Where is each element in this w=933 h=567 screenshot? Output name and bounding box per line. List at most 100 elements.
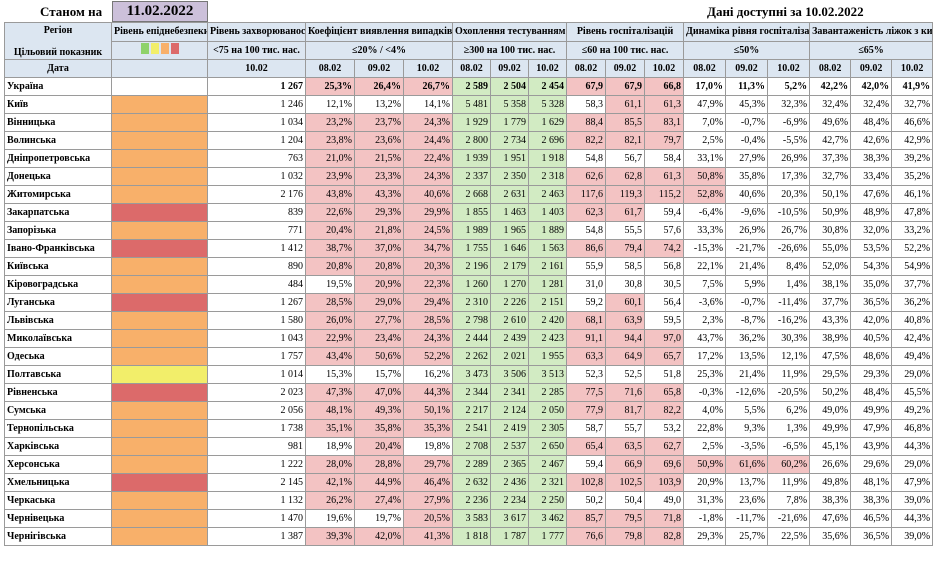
testing-header: Охоплення тестуванням — [451, 22, 568, 42]
oxy-value: 29,5% — [809, 365, 852, 384]
table-row: Сумська 2 056 48,1% 49,3% 50,1% 2 217 2 124 2 0… — [4, 401, 933, 420]
dyn-value: -6,9% — [767, 113, 811, 132]
target-label: Цільовий показник — [13, 46, 103, 58]
dyn-value: -21,7% — [725, 239, 769, 258]
hosp-value: 67,9 — [605, 77, 646, 96]
hosp-value: 58,4 — [644, 149, 685, 168]
dyn-value: -0,7% — [725, 113, 769, 132]
table-row: Львівська 1 580 26,0% 27,7% 28,5% 2 798 2 610 2… — [4, 311, 933, 330]
hosp-value: 82,2 — [566, 131, 607, 150]
testing-value: 2 504 — [490, 77, 529, 96]
region-header: Регіон — [43, 24, 73, 36]
coef-value: 20,4% — [354, 437, 404, 456]
risk-date-cell — [111, 59, 208, 78]
title-bar: Станом на 11.02.2022 Дані доступні за 10… — [0, 0, 933, 22]
incidence-value: 1 204 — [207, 131, 306, 150]
testing-value: 1 403 — [527, 203, 568, 222]
dyn-value: 26,9% — [767, 149, 811, 168]
oxy-target: ≤65% — [809, 40, 933, 60]
region-name: Донецька — [4, 167, 112, 186]
oxy-value: 52,2% — [891, 239, 933, 258]
hosp-value: 52,5 — [605, 365, 646, 384]
oxy-value: 38,3% — [850, 149, 893, 168]
coef-value: 28,0% — [305, 455, 355, 474]
coef-value: 37,0% — [354, 239, 404, 258]
hosp-value: 55,5 — [605, 221, 646, 240]
dyn-value: 40,6% — [725, 185, 769, 204]
region-rows: Україна 1 267 25,3% 26,4% 26,7% 2 589 2 504 2 4… — [4, 77, 933, 546]
risk-level-cell — [111, 527, 208, 546]
testing-value: 5 358 — [490, 95, 529, 114]
oxy-value: 42,0% — [850, 77, 893, 96]
coef-value: 18,9% — [305, 437, 355, 456]
coef-value: 12,1% — [305, 95, 355, 114]
risk-level-cell — [111, 257, 208, 276]
oxy-value: 43,3% — [809, 311, 852, 330]
testing-value: 1 855 — [452, 203, 491, 222]
oxy-value: 37,7% — [891, 275, 933, 294]
coef-value: 24,4% — [403, 131, 453, 150]
region-name: Рівненська — [4, 383, 112, 402]
incidence-value: 763 — [207, 149, 306, 168]
dyn-value: 20,9% — [683, 473, 727, 492]
oxy-value: 45,1% — [809, 437, 852, 456]
hosp-value: 115,2 — [644, 185, 685, 204]
date-col: 08.02 — [683, 59, 727, 78]
testing-value: 2 217 — [452, 401, 491, 420]
dyn-value: 7,8% — [767, 491, 811, 510]
dyn-value: 2,5% — [683, 131, 727, 150]
testing-value: 2 250 — [527, 491, 568, 510]
incidence-value: 2 056 — [207, 401, 306, 420]
table-row: Полтавська 1 014 15,3% 15,7% 16,2% 3 473 3 506… — [4, 365, 933, 384]
testing-value: 2 632 — [452, 473, 491, 492]
date-header: Дата — [4, 59, 112, 78]
hosp-value: 79,4 — [605, 239, 646, 258]
dyn-value: 2,3% — [683, 311, 727, 330]
oxy-value: 33,2% — [891, 221, 933, 240]
coef-value: 26,7% — [403, 77, 453, 96]
coef-header: Коефіцієнт виявлення випадків інфікуванн… — [305, 22, 453, 42]
risk-level-cell — [111, 77, 208, 96]
coef-value: 34,7% — [403, 239, 453, 258]
coef-value: 27,9% — [403, 491, 453, 510]
testing-value: 2 050 — [527, 401, 568, 420]
hosp-value: 88,4 — [566, 113, 607, 132]
incidence-value: 1 738 — [207, 419, 306, 438]
dyn-value: 43,7% — [683, 329, 727, 348]
table-row: Волинська 1 204 23,8% 23,6% 24,4% 2 800 2 734 2… — [4, 131, 933, 150]
coef-value: 46,4% — [403, 473, 453, 492]
hosp-value: 50,4 — [605, 491, 646, 510]
testing-value: 1 646 — [490, 239, 529, 258]
region-name: Сумська — [4, 401, 112, 420]
incidence-value: 1 412 — [207, 239, 306, 258]
coef-value: 27,7% — [354, 311, 404, 330]
hosp-value: 79,7 — [644, 131, 685, 150]
oxy-value: 49,9% — [809, 419, 852, 438]
hosp-value: 58,3 — [566, 95, 607, 114]
testing-value: 1 787 — [490, 527, 529, 546]
testing-value: 2 444 — [452, 329, 491, 348]
coef-value: 23,2% — [305, 113, 355, 132]
table-row: Одеська 1 757 43,4% 50,6% 52,2% 2 262 2 021 1 9… — [4, 347, 933, 366]
coef-value: 25,3% — [305, 77, 355, 96]
oxy-value: 32,7% — [891, 95, 933, 114]
dyn-value: 6,2% — [767, 401, 811, 420]
coef-value: 26,0% — [305, 311, 355, 330]
testing-value: 2 798 — [452, 311, 491, 330]
hosp-value: 79,5 — [605, 509, 646, 528]
oxy-value: 41,9% — [891, 77, 933, 96]
legend-green-swatch — [140, 43, 149, 55]
coef-value: 23,4% — [354, 329, 404, 348]
testing-value: 2 344 — [452, 383, 491, 402]
region-name: Запорізька — [4, 221, 112, 240]
dyn-value: 50,8% — [683, 167, 727, 186]
table-row: Україна 1 267 25,3% 26,4% 26,7% 2 589 2 504 2 4… — [4, 77, 933, 96]
testing-value: 2 350 — [490, 167, 529, 186]
oxy-value: 47,8% — [891, 203, 933, 222]
hosp-value: 56,4 — [644, 293, 685, 312]
dyn-value: -0,3% — [683, 383, 727, 402]
testing-value: 1 755 — [452, 239, 491, 258]
table-row: Чернігівська 1 387 39,3% 42,0% 41,3% 1 818 1 7… — [4, 527, 933, 546]
region-name: Херсонська — [4, 455, 112, 474]
risk-level-cell — [111, 401, 208, 420]
